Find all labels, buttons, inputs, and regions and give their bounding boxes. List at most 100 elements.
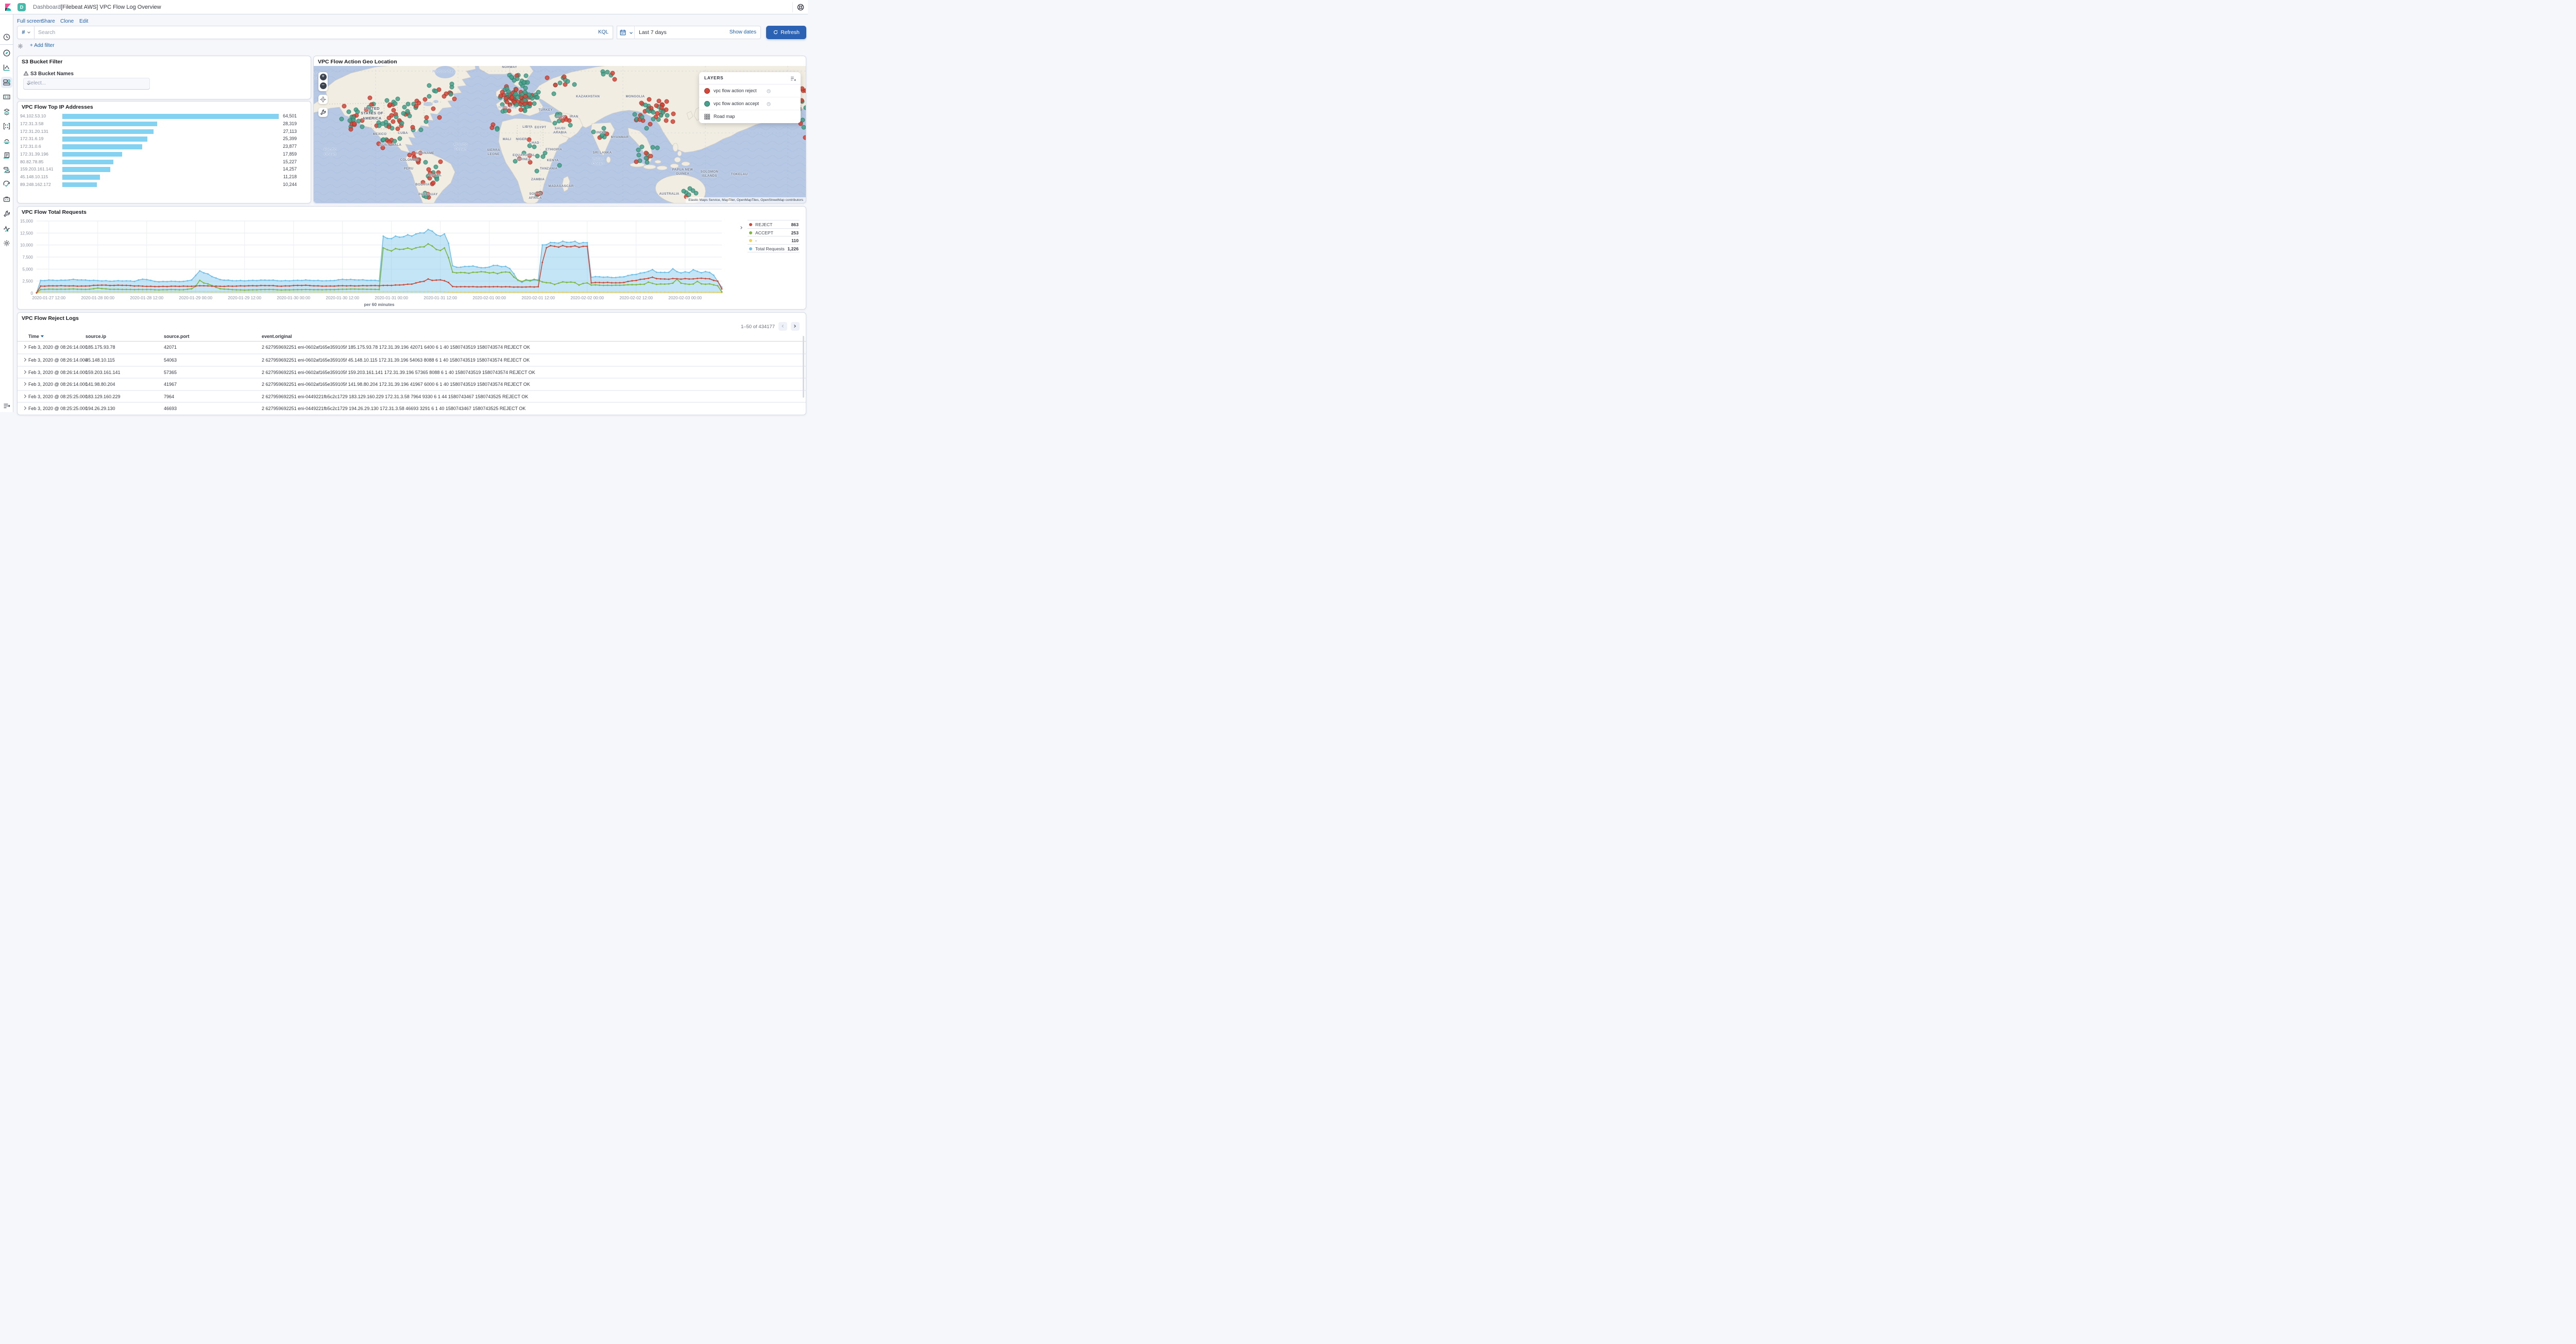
accept-point [690, 188, 696, 193]
expand-row-icon[interactable] [23, 406, 26, 410]
add-filter-link[interactable]: + Add filter [30, 43, 55, 48]
reject-point [648, 122, 653, 127]
bar-value-label: 25,399 [283, 136, 297, 142]
legend-row[interactable]: REJECT 863 [748, 220, 800, 228]
layer-row[interactable]: vpc flow action accept [699, 97, 801, 110]
accept-point [693, 191, 699, 196]
bar-value-label: 10,244 [283, 181, 297, 187]
kql-toggle[interactable]: KQL [598, 29, 608, 35]
sidebar-item-apm-icon[interactable] [3, 166, 11, 174]
search-input[interactable] [38, 27, 553, 38]
menu-link-full-screen[interactable]: Full screen [17, 19, 42, 24]
layer-label: vpc flow action accept [714, 101, 759, 106]
help-icon[interactable] [796, 3, 805, 11]
reject-point [489, 125, 494, 130]
column-header-source.port[interactable]: source.port [164, 334, 190, 339]
time-range-value[interactable]: Last 7 days [639, 29, 667, 36]
sidebar-item-visualize-icon[interactable] [3, 63, 11, 72]
reject-point [528, 160, 533, 165]
menu-link-edit[interactable]: Edit [79, 19, 89, 24]
legend-row[interactable]: ACCEPT 253 [748, 228, 800, 236]
accept-point [393, 101, 398, 106]
layer-row[interactable]: Road map [699, 110, 801, 123]
zoom-in-button[interactable]: + [319, 74, 327, 80]
country-label: COLOMBIA [400, 158, 419, 162]
bar-value-label: 14,257 [283, 166, 297, 172]
sidebar-item-logs-icon[interactable] [3, 151, 11, 160]
cell-source.port: 54063 [164, 358, 177, 363]
table-scrollbar[interactable] [803, 336, 804, 398]
sidebar-item-dev-tools-icon[interactable] [3, 210, 11, 218]
expand-row-icon[interactable] [23, 345, 26, 349]
reject-point [553, 82, 558, 88]
legend-value: 253 [791, 230, 799, 235]
menu-link-clone[interactable]: Clone [60, 19, 74, 24]
column-header-event.original[interactable]: event.original [262, 334, 292, 339]
calendar-button[interactable] [617, 26, 635, 39]
crosshair-icon [320, 96, 326, 103]
column-header-source.ip[interactable]: source.ip [86, 334, 107, 339]
accept-point [557, 163, 562, 168]
table-row: Feb 3, 2020 @ 08:26:14.000 141.98.80.204 4… [18, 378, 806, 389]
sidebar-item-maps-icon[interactable] [3, 108, 11, 116]
kibana-logo-icon[interactable] [4, 3, 12, 11]
zoom-out-button[interactable]: − [319, 82, 327, 89]
bar [62, 182, 97, 188]
previous-page-button[interactable] [778, 322, 787, 331]
sidebar-item-management-icon[interactable] [3, 239, 11, 247]
panel-title[interactable]: VPC Flow Reject Logs [22, 315, 79, 321]
map-tools-button[interactable] [318, 108, 328, 117]
sidebar-item-canvas-icon[interactable] [3, 93, 11, 101]
accept-point [556, 118, 562, 124]
svg-text:2020-01-28 00:00: 2020-01-28 00:00 [81, 296, 114, 300]
reject-point [656, 98, 662, 104]
panel-title[interactable]: S3 Bucket Filter [22, 59, 63, 65]
refresh-button[interactable]: Refresh [766, 26, 806, 39]
calendar-icon [620, 29, 626, 36]
sidebar-item-metrics-icon[interactable] [3, 137, 11, 145]
show-dates-link[interactable]: Show dates [729, 29, 756, 35]
menu-link-share[interactable]: Share [41, 19, 55, 24]
sidebar-expand-icon[interactable] [3, 402, 11, 410]
legend-collapse-icon[interactable] [739, 223, 742, 232]
space-badge[interactable]: D [18, 3, 26, 11]
expand-row-icon[interactable] [23, 394, 26, 398]
expand-row-icon[interactable] [23, 358, 26, 362]
sidebar-item-dashboard-icon[interactable] [3, 78, 11, 87]
legend-row[interactable]: Total Requests 1,226 [748, 244, 800, 252]
panel-title[interactable]: VPC Flow Action Geo Location [318, 59, 397, 65]
s3-bucket-select[interactable]: Select... [23, 78, 150, 90]
saved-query-button[interactable]: # [18, 26, 35, 39]
sidebar-item-uptime-icon[interactable] [3, 180, 11, 189]
expand-row-icon[interactable] [23, 370, 26, 374]
bar [62, 137, 148, 142]
panel-reject-logs: VPC Flow Reject Logs 1–50 of 434177 Time… [17, 312, 806, 415]
table-row: Feb 3, 2020 @ 08:26:14.000 185.175.93.78 4… [18, 342, 806, 353]
sidebar-item-recently-viewed-icon[interactable] [3, 33, 11, 41]
reject-point [803, 88, 806, 93]
sidebar-item-stack-monitoring-icon[interactable] [3, 225, 11, 233]
gear-icon[interactable] [17, 43, 24, 49]
sidebar-item-machine-learning-icon[interactable] [3, 122, 11, 130]
sidebar-item-siem-icon[interactable] [3, 195, 11, 203]
breadcrumb-dashboard[interactable]: Dashboard [33, 4, 61, 10]
collapse-layers-icon[interactable] [790, 75, 796, 82]
bar-category-label: 159.203.161.141 [20, 166, 54, 172]
panel-title[interactable]: VPC Flow Total Requests [22, 209, 87, 215]
set-view-button[interactable] [318, 95, 328, 104]
country-label: MADAGASCAR [548, 184, 574, 189]
map-attribution: Elastic Maps Service, MapTiler, OpenMapT… [686, 197, 806, 203]
layer-row[interactable]: vpc flow action reject [699, 84, 801, 97]
bar [62, 167, 110, 172]
next-page-button[interactable] [791, 322, 800, 331]
table-row: Feb 3, 2020 @ 08:25:25.000 194.26.29.130 4… [18, 402, 806, 414]
column-header-Time[interactable]: Time [28, 334, 44, 339]
reject-point [352, 121, 357, 126]
reject-point [422, 97, 428, 102]
reject-point [564, 117, 569, 122]
panel-title[interactable]: VPC Flow Top IP Addresses [22, 104, 93, 110]
expand-row-icon[interactable] [23, 382, 26, 386]
legend-row[interactable]: - 110 [748, 236, 800, 244]
sidebar-item-discover-icon[interactable] [3, 49, 11, 57]
